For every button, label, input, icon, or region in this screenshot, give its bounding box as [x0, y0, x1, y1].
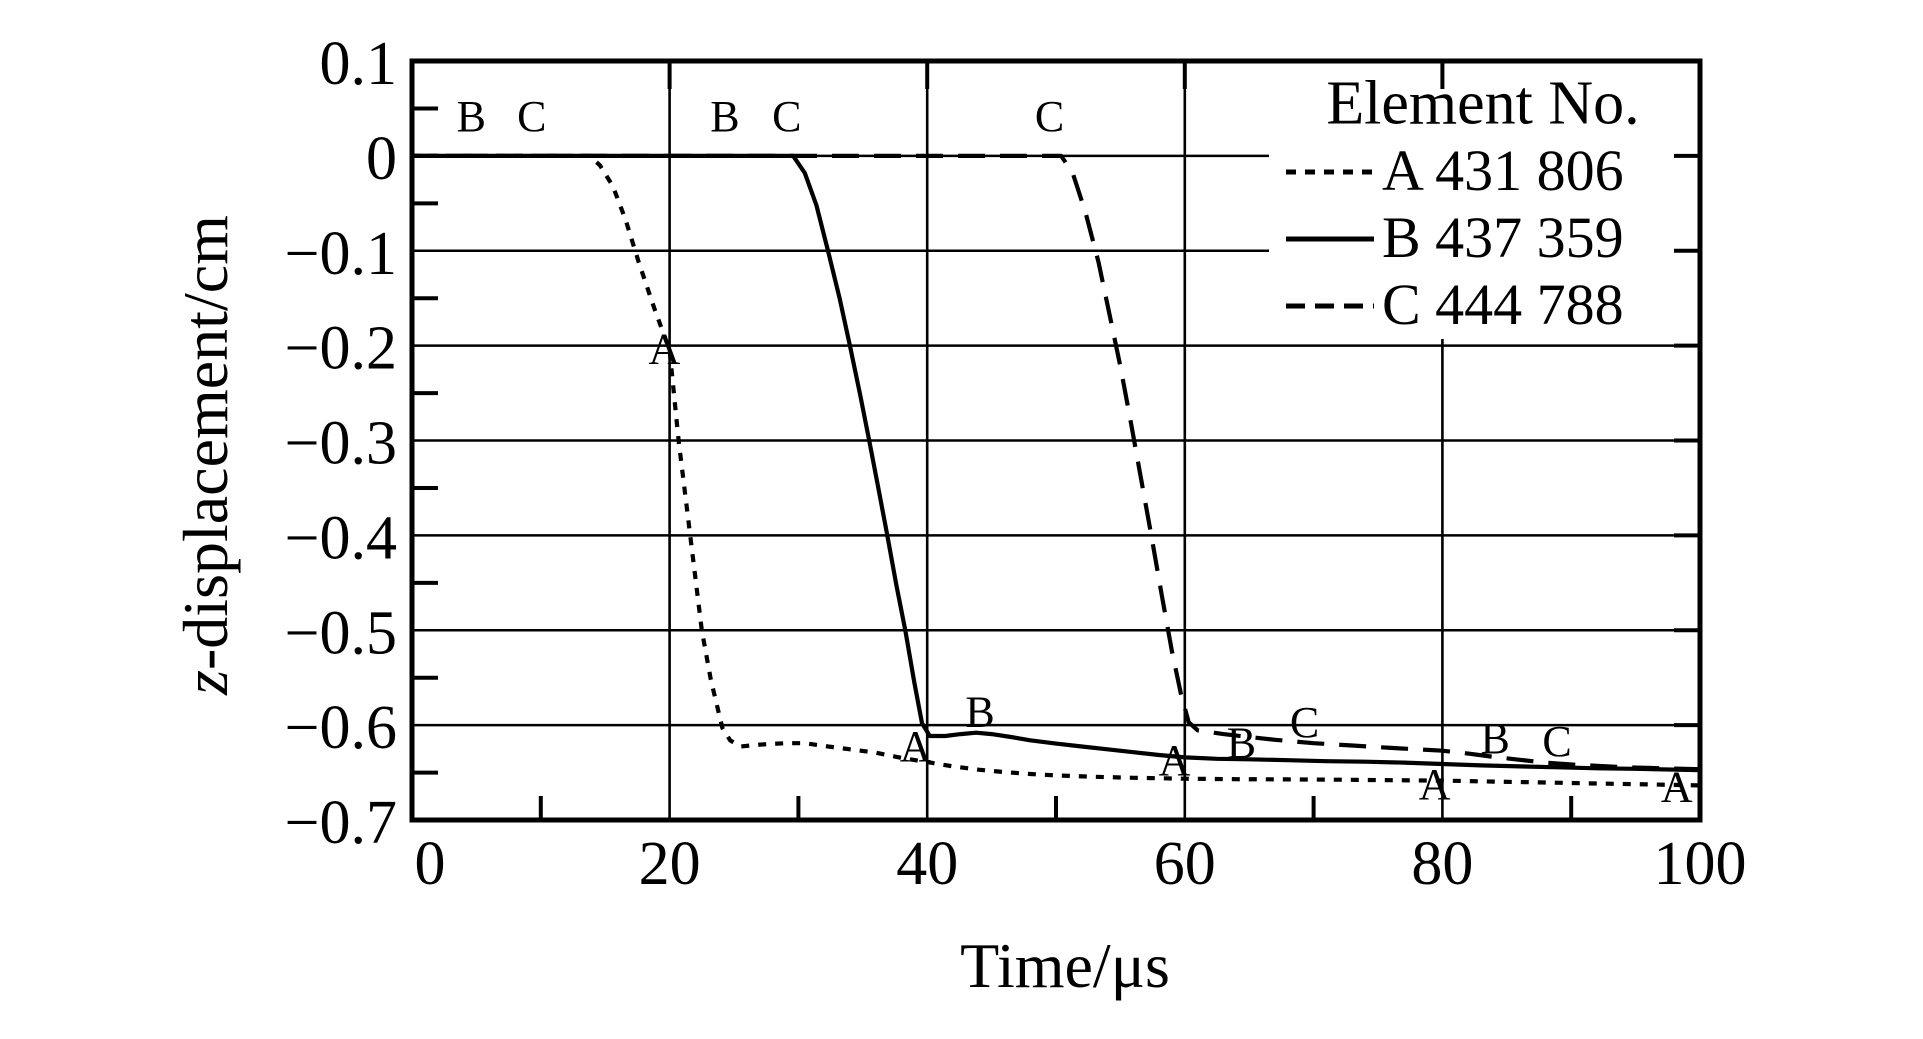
curve-label-B-10: B — [965, 687, 994, 736]
y-tick-label-−0.1: −0.1 — [285, 220, 397, 288]
x-tick-label-0: 0 — [415, 830, 446, 898]
curve-label-A-8: A — [1419, 760, 1451, 809]
y-tick-label-−0.4: −0.4 — [285, 504, 397, 572]
legend-entry-a-label: A 431 806 — [1382, 137, 1624, 203]
curve-label-B-13: B — [1481, 714, 1510, 763]
x-tick-label-60: 60 — [1154, 830, 1216, 898]
x-axis-title: Time/μs — [960, 930, 1170, 1001]
curve-C — [412, 153, 1701, 772]
x-tick-label-100: 100 — [1654, 830, 1747, 898]
curve-label-C-3: C — [772, 92, 801, 141]
curve-B — [412, 153, 1701, 773]
legend-entry-c-label: C 444 788 — [1382, 271, 1624, 337]
curve-label-C-12: C — [1290, 698, 1319, 747]
x-tick-label-20: 20 — [639, 830, 701, 898]
y-axis-title-italic-z: z — [170, 670, 241, 695]
legend-entry-b-label: B 437 359 — [1382, 204, 1624, 270]
legend-background — [1269, 64, 1696, 339]
curve-label-B-2: B — [710, 92, 739, 141]
x-tick-label-80: 80 — [1411, 830, 1473, 898]
y-tick-label-−0.7: −0.7 — [285, 789, 397, 857]
y-tick-label-0: 0 — [366, 125, 397, 193]
y-axis-title: z-displacement/cm — [169, 215, 243, 695]
curve-label-A-9: A — [1661, 762, 1693, 811]
curve-label-C-4: C — [1035, 92, 1064, 141]
y-axis-title-rest: -displacement/cm — [170, 215, 241, 671]
y-tick-label-−0.5: −0.5 — [285, 599, 397, 667]
curve-label-C-14: C — [1542, 717, 1571, 766]
y-tick-label-−0.2: −0.2 — [285, 315, 397, 383]
y-tick-label-−0.6: −0.6 — [285, 694, 397, 762]
curve-label-B-0: B — [457, 92, 486, 141]
curve-label-A-7: A — [1159, 736, 1191, 785]
legend-title: Element No. — [1326, 69, 1640, 138]
curve-A — [412, 153, 1701, 788]
x-tick-label-40: 40 — [896, 830, 958, 898]
plot-frame — [409, 58, 1703, 823]
y-tick-label-−0.3: −0.3 — [285, 410, 397, 478]
curve-label-A-5: A — [649, 324, 681, 373]
y-tick-label-0.1: 0.1 — [320, 30, 398, 98]
curve-label-B-11: B — [1227, 719, 1256, 768]
curve-label-C-1: C — [517, 92, 546, 141]
curve-label-A-6: A — [900, 722, 932, 771]
